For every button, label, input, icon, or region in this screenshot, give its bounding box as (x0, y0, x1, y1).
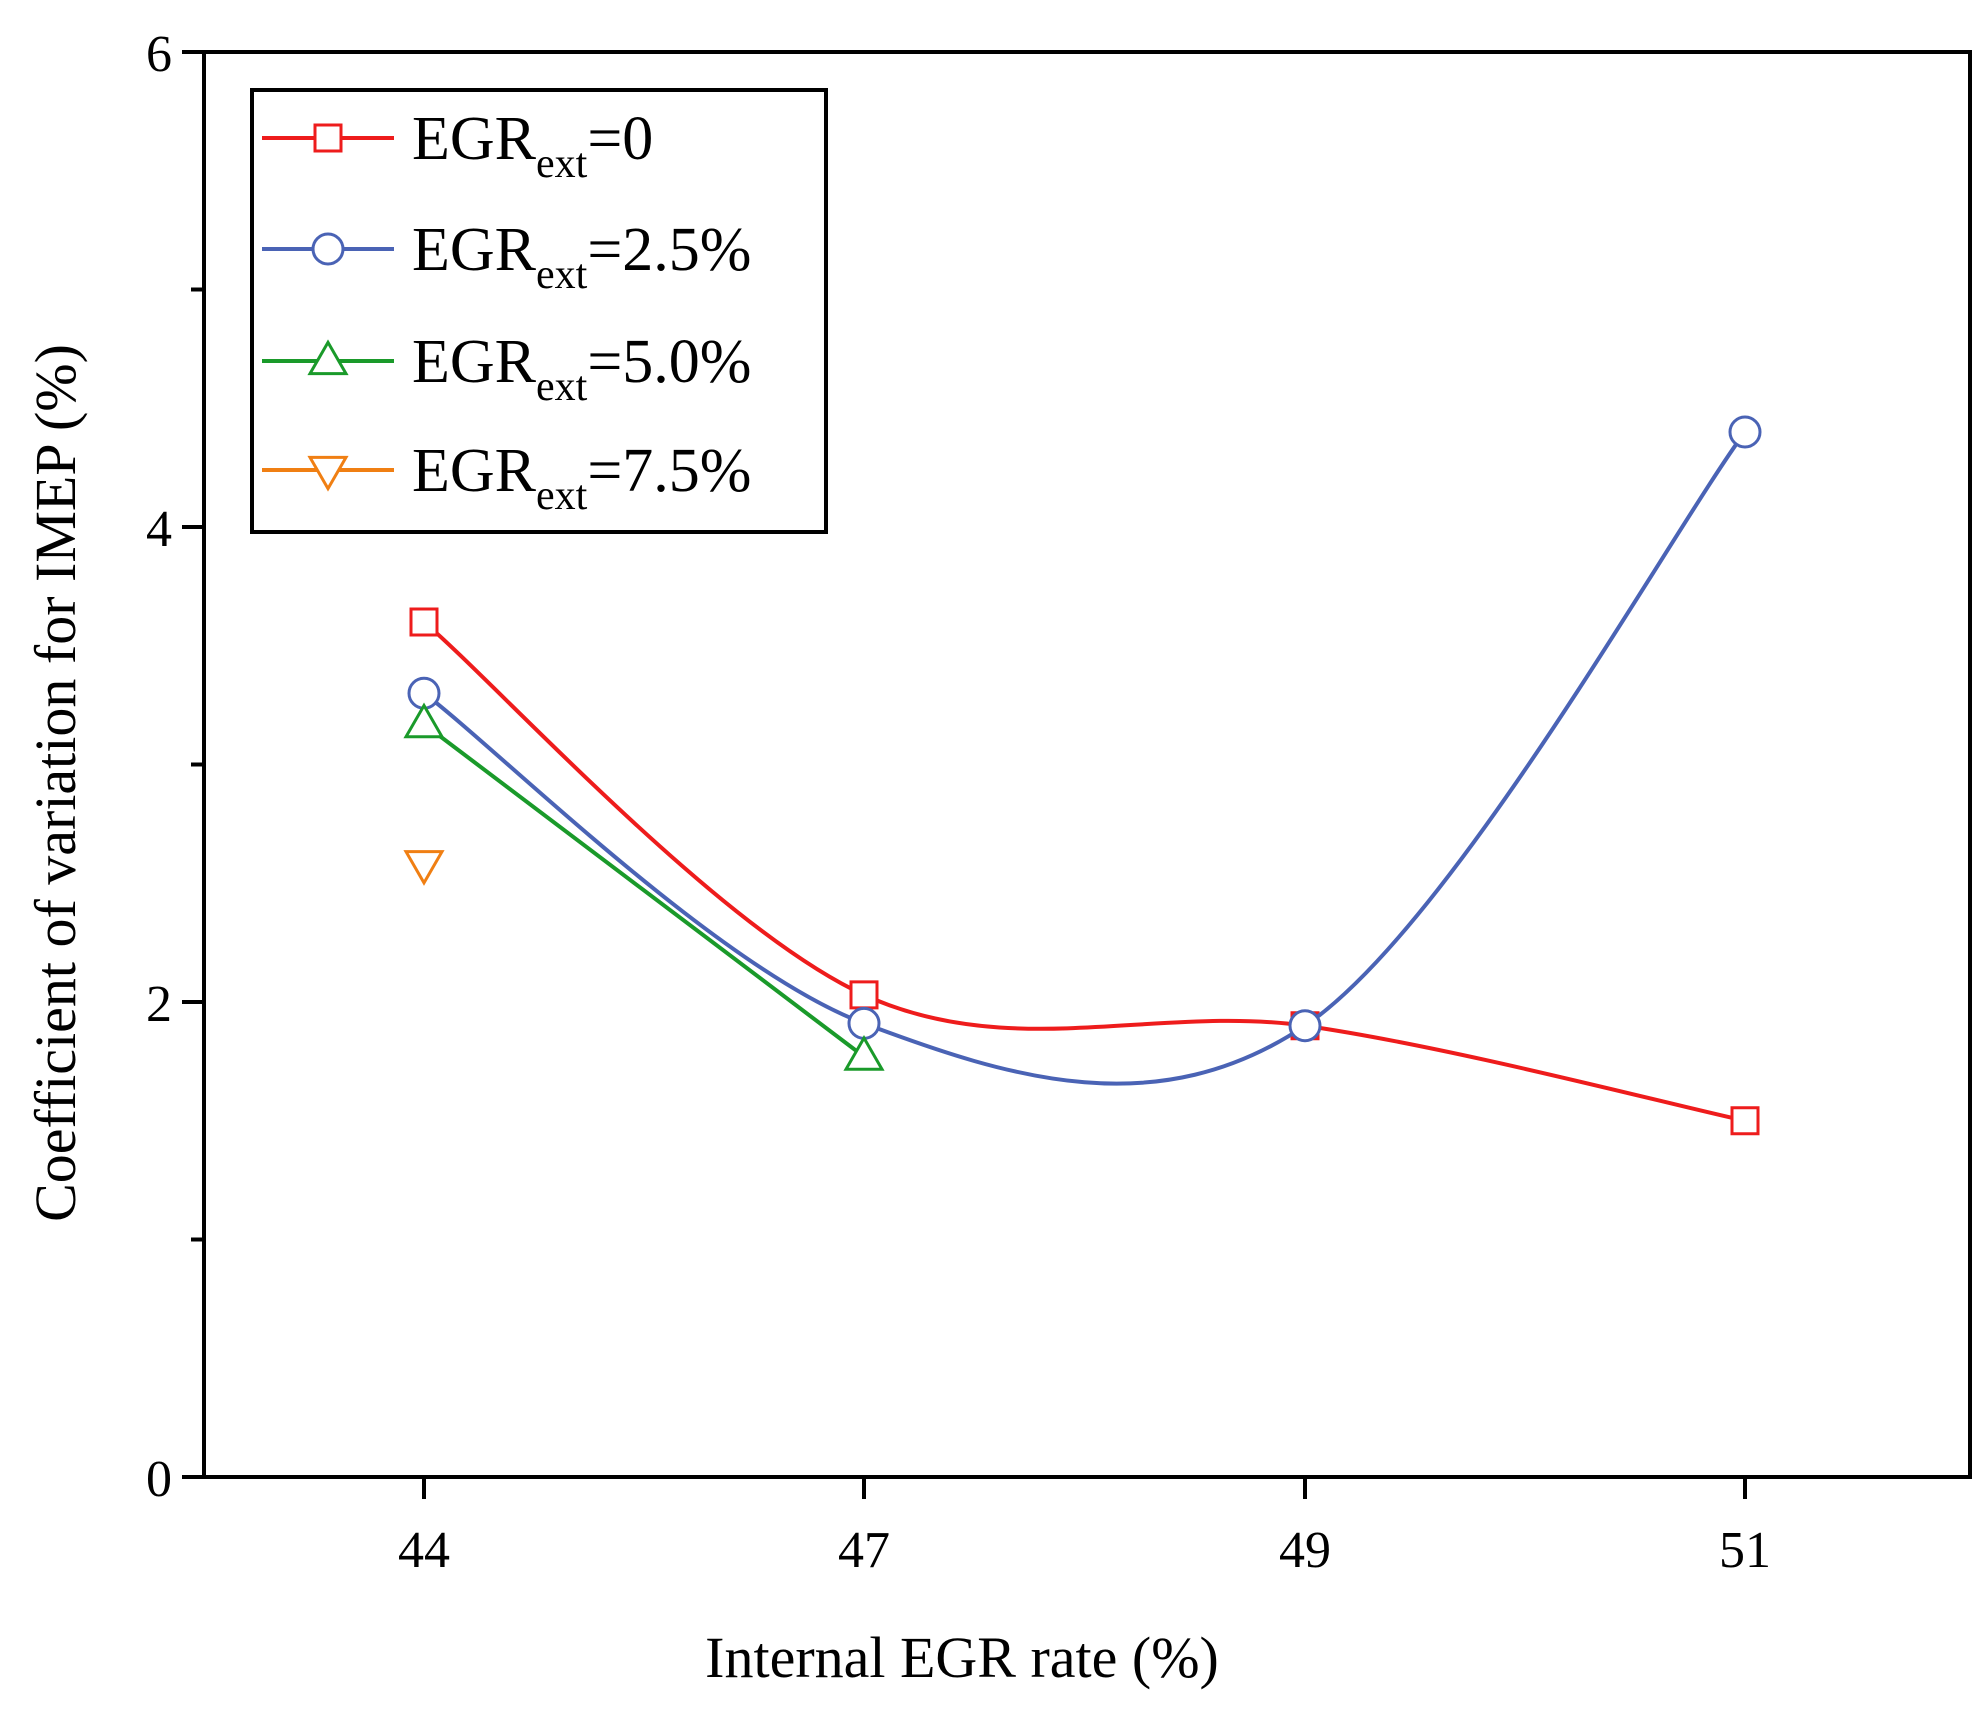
y-axis-title: Coefficient of variation for IMEP (%) (23, 344, 88, 1222)
x-tick-label: 49 (1279, 1522, 1331, 1579)
y-tick-label: 2 (146, 976, 172, 1033)
legend-marker (311, 232, 345, 266)
data-point (849, 980, 879, 1010)
series-egrext-0 (409, 607, 1760, 1136)
data-point (409, 607, 439, 637)
y-tick-label: 0 (146, 1451, 172, 1508)
series-egrext-2-5 (407, 415, 1762, 1086)
series-line (422, 620, 1747, 1123)
legend-marker (307, 455, 349, 492)
data-point (1730, 1106, 1760, 1136)
series-line (422, 430, 1747, 1086)
series-egrext-5-0 (403, 702, 885, 1071)
y-tick-label: 4 (146, 501, 172, 558)
y-tick-label: 6 (146, 26, 172, 83)
legend-item: EGRext=5.0% (262, 328, 751, 410)
legend-label: EGRext=2.5% (412, 216, 751, 298)
data-point (403, 850, 445, 886)
series-line (422, 722, 866, 1059)
legend-label: EGRext=7.5% (412, 437, 751, 519)
legend-marker (307, 339, 349, 376)
x-tick-label: 44 (398, 1522, 450, 1579)
legend-label: EGRext=5.0% (412, 328, 751, 410)
data-point (1728, 415, 1762, 449)
data-point (1288, 1009, 1322, 1043)
legend-item: EGRext=2.5% (262, 216, 751, 298)
data-point (403, 702, 445, 739)
data-point (843, 1035, 885, 1071)
legend-marker (313, 123, 343, 153)
x-tick-label: 47 (838, 1522, 890, 1579)
data-point (847, 1006, 881, 1040)
x-tick-label: 51 (1719, 1522, 1771, 1579)
legend-box (250, 88, 828, 534)
series-layer (403, 415, 1762, 1136)
axes-layer: 0 2 4 6 44 47 49 51 (146, 26, 1972, 1579)
legend-item: EGRext=7.5% (262, 437, 751, 519)
x-axis-title: Internal EGR rate (%) (705, 1625, 1219, 1690)
legend: EGRext=0 EGRext=2.5% EGRext=5.0% EGRext=7.5… (250, 88, 828, 534)
series-egrext-7-5 (403, 850, 445, 886)
legend-label: EGRext=0 (412, 105, 653, 187)
legend-item: EGRext=0 (262, 105, 653, 187)
